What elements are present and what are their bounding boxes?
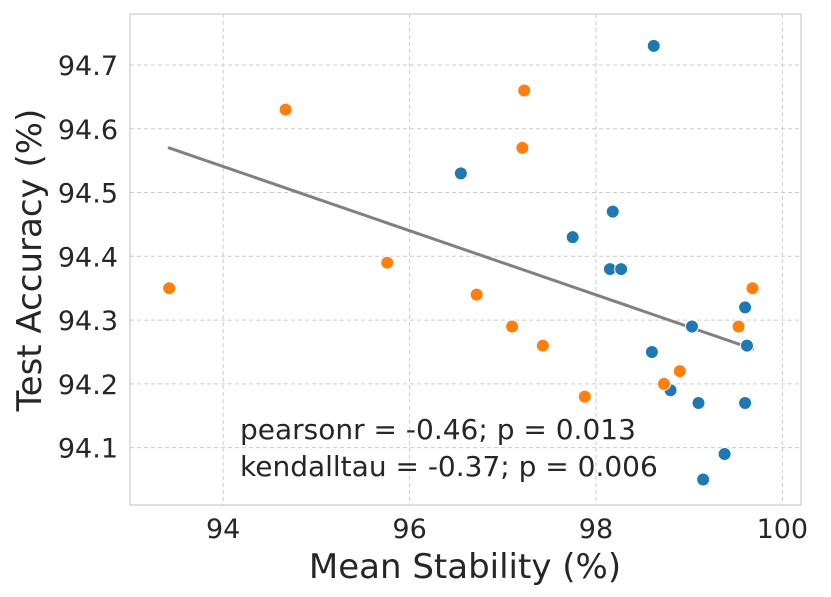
regression-line — [167, 146, 755, 351]
y-tick-labels: 94.1 94.2 94.3 94.4 94.5 94.6 94.7 — [58, 51, 118, 465]
orange-point — [515, 140, 530, 155]
pearson-annotation: pearsonr = -0.46; p = 0.013 — [240, 413, 636, 446]
blue-point — [691, 395, 706, 410]
x-axis-label: Mean Stability (%) — [309, 547, 621, 587]
y-axis-label: Test Accuracy (%) — [10, 109, 50, 413]
blue-point — [644, 344, 659, 359]
orange-point — [535, 338, 550, 353]
orange-point — [517, 83, 532, 98]
orange-point — [162, 281, 177, 296]
y-tick-label: 94.5 — [58, 179, 118, 210]
blue-point — [739, 338, 754, 353]
blue-point — [605, 204, 620, 219]
kendall-annotation: kendalltau = -0.37; p = 0.006 — [240, 450, 658, 483]
x-gridlines — [222, 14, 783, 505]
blue-point — [565, 230, 580, 245]
blue-point — [738, 300, 753, 315]
orange-point — [731, 319, 746, 334]
blue-point — [738, 395, 753, 410]
x-tick-labels: 94 96 98 100 — [206, 514, 808, 545]
x-tick-label: 98 — [579, 514, 613, 545]
y-tick-label: 94.2 — [58, 370, 118, 401]
blue-point — [717, 446, 732, 461]
blue-point — [614, 262, 629, 277]
y-tick-label: 94.6 — [58, 115, 118, 146]
orange-point — [278, 102, 293, 117]
y-tick-label: 94.4 — [58, 242, 118, 273]
y-tick-label: 94.3 — [58, 306, 118, 337]
y-tick-label: 94.1 — [58, 434, 118, 465]
x-tick-label: 94 — [206, 514, 240, 545]
orange-point — [505, 319, 520, 334]
orange-point — [469, 287, 484, 302]
data-points — [162, 38, 760, 487]
y-gridlines — [130, 64, 801, 449]
blue-point — [684, 319, 699, 334]
x-tick-label: 100 — [757, 514, 809, 545]
x-tick-label: 96 — [392, 514, 426, 545]
orange-point — [672, 364, 687, 379]
orange-point — [577, 389, 592, 404]
blue-point — [646, 38, 661, 53]
orange-point — [380, 255, 395, 270]
blue-point — [696, 472, 711, 487]
orange-point — [657, 376, 672, 391]
y-tick-label: 94.7 — [58, 51, 118, 82]
plot-frame — [129, 13, 802, 506]
blue-point — [453, 166, 468, 181]
orange-point — [745, 281, 760, 296]
